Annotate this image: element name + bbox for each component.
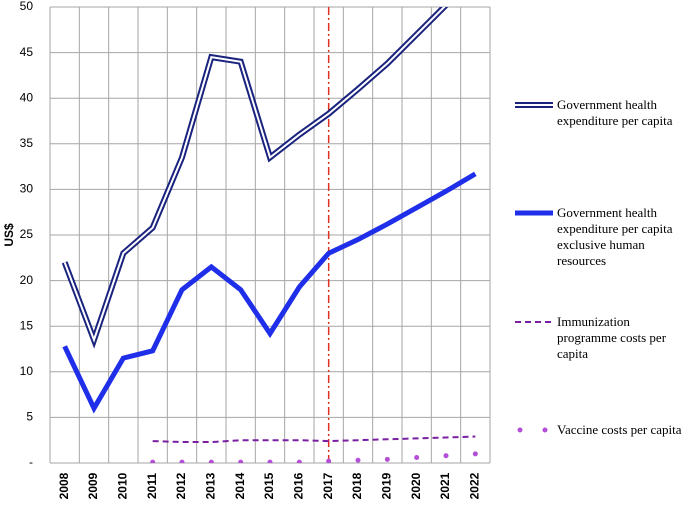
y-tick-label: - (29, 455, 33, 469)
legend-label: Government health expenditure per capita… (557, 205, 673, 268)
x-tick-label: 2019 (380, 472, 394, 499)
series-line-inner (63, 7, 446, 343)
y-tick-label: 45 (20, 45, 34, 59)
x-tick-label: 2012 (174, 472, 188, 499)
series-dot (296, 459, 302, 463)
series-dot (179, 459, 185, 463)
legend-label: Immunization programme costs per capita (557, 314, 667, 361)
x-tick-label: 2022 (468, 472, 482, 499)
series-dot (326, 458, 332, 463)
y-axis-label: US$ (2, 223, 16, 247)
y-tick-label: 15 (20, 318, 34, 332)
x-tick-label: 2010 (116, 472, 130, 499)
legend-label: Vaccine costs per capita (557, 422, 682, 437)
legend-swatch (517, 427, 523, 433)
plot-area (61, 7, 478, 463)
y-tick-label: 25 (20, 227, 34, 241)
legend-label: Government health expenditure per capita (557, 97, 673, 128)
y-tick-label: 35 (20, 136, 34, 150)
series-line (152, 435, 476, 444)
series-dot (414, 455, 420, 461)
series-dot (472, 451, 478, 457)
x-tick-label: 2011 (145, 473, 159, 499)
series-dot (384, 456, 390, 462)
legend-swatch (542, 427, 548, 433)
y-tick-label: 5 (26, 410, 33, 424)
x-tick-label: 2013 (204, 472, 218, 499)
x-tick-label: 2008 (57, 472, 71, 499)
y-tick-label: 10 (20, 364, 34, 378)
series-dot (267, 459, 273, 463)
x-tick-label: 2015 (262, 472, 276, 499)
x-tick-label: 2016 (292, 472, 306, 499)
series-dot (443, 453, 449, 459)
y-tick-label: 30 (20, 182, 34, 196)
series-dot (208, 459, 214, 463)
series-dot (238, 459, 244, 463)
series-line (62, 171, 477, 414)
series-line (61, 7, 449, 349)
x-tick-label: 2020 (409, 472, 423, 499)
series-dot (150, 459, 156, 463)
x-tick-label: 2014 (233, 472, 247, 499)
y-tick-label: 50 (20, 0, 34, 13)
series-dot (355, 457, 361, 463)
x-tick-label: 2018 (350, 472, 364, 499)
x-tick-label: 2017 (321, 472, 335, 499)
x-tick-label: 2021 (438, 472, 452, 499)
x-tick-label: 2009 (86, 472, 100, 499)
y-tick-label: 40 (20, 90, 34, 104)
y-tick-label: 20 (20, 273, 34, 287)
